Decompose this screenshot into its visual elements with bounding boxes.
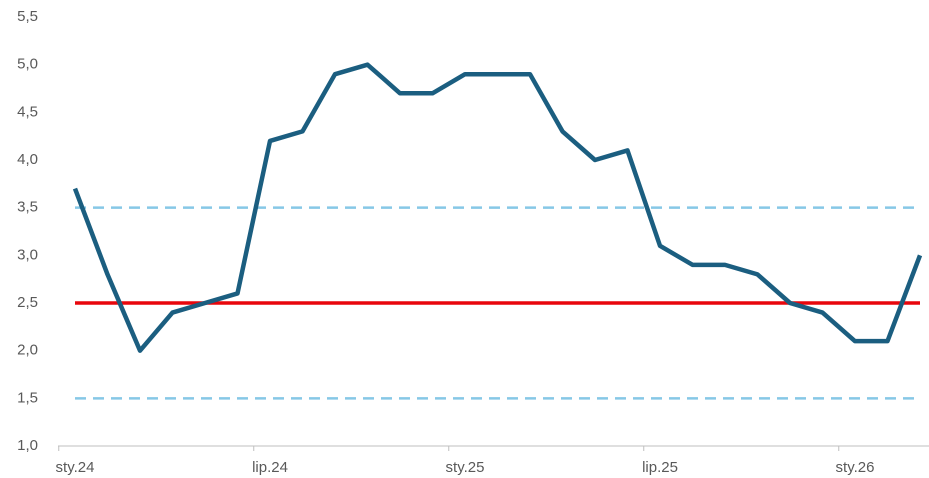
y-tick-label: 2,0 [17,342,38,359]
x-tick-label: sty.25 [446,459,485,476]
y-tick-label: 4,5 [17,103,38,120]
x-tick-label: lip.25 [642,459,678,476]
y-tick-label: 2,5 [17,294,38,311]
y-tick-label: 4,0 [17,151,38,168]
y-tick-label: 1,5 [17,389,38,406]
y-tick-label: 3,5 [17,199,38,216]
y-tick-label: 5,0 [17,56,38,73]
data-line [72,62,923,353]
y-tick-label: 5,5 [17,8,38,25]
x-tick-label: sty.24 [56,459,95,476]
y-tick-label: 1,0 [17,437,38,454]
y-tick-label: 3,0 [17,246,38,263]
x-tick-label: sty.26 [836,459,875,476]
x-tick-label: lip.24 [252,459,288,476]
